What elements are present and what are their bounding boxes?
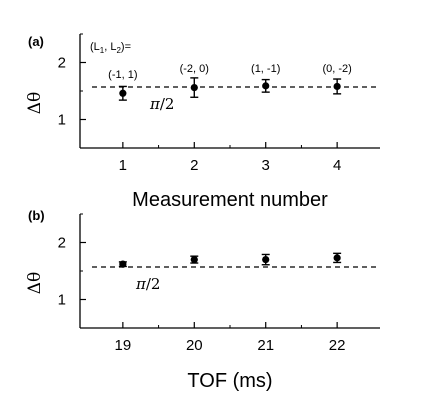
panel-label: (a) (28, 34, 44, 49)
x-axis-label: Measurement number (132, 189, 328, 211)
point-label: (1, -1) (251, 63, 280, 75)
reference-label-pi: π (149, 95, 161, 113)
panel-b: 19 20 21 22 1 2 π/2 (b) Δθ TOF (ms) (25, 208, 380, 392)
legend-header-end: )= (121, 41, 131, 53)
x-tick-label: 1 (119, 157, 127, 174)
x-tick-label: 19 (115, 337, 132, 354)
x-axis-label: TOF (ms) (187, 370, 272, 392)
legend-header-sub1: 1 (100, 46, 105, 55)
data-point (190, 83, 198, 92)
y-tick-label: 1 (58, 292, 66, 309)
data-point (262, 256, 270, 264)
data-point (262, 82, 270, 90)
reference-label-pi: π (135, 275, 147, 293)
y-tick-label: 2 (58, 235, 66, 252)
reference-label-over-two: /2 (146, 275, 161, 293)
y-tick-label: 1 (58, 112, 66, 129)
data-point (119, 89, 127, 97)
y-axis-label: Δθ (25, 272, 45, 295)
legend-header: (L1, L2)= (90, 41, 131, 55)
legend-header-mid: , L (104, 41, 116, 53)
x-tick-label: 4 (333, 157, 341, 174)
x-tick-label: 3 (262, 157, 270, 174)
data-point (333, 254, 341, 262)
point-label: (-2, 0) (180, 63, 209, 75)
panel-label: (b) (28, 208, 45, 223)
reference-line-label: π/2 (135, 275, 160, 293)
data-point (190, 256, 198, 264)
point-label: (0, -2) (322, 63, 351, 75)
x-tick-label: 21 (257, 337, 274, 354)
x-tick-label: 22 (329, 337, 346, 354)
x-tick-label: 2 (190, 157, 198, 174)
x-tick-label: 20 (186, 337, 203, 354)
data-point (119, 260, 127, 268)
point-label: (-1, 1) (108, 69, 137, 81)
legend-header-main: (L (90, 41, 100, 53)
reference-label-over-two: /2 (160, 95, 175, 113)
data-point (333, 82, 341, 91)
legend-header-sub2: 2 (116, 46, 121, 55)
y-tick-label: 2 (58, 55, 66, 72)
y-axis-label: Δθ (25, 92, 45, 115)
reference-line-label: π/2 (149, 95, 174, 113)
